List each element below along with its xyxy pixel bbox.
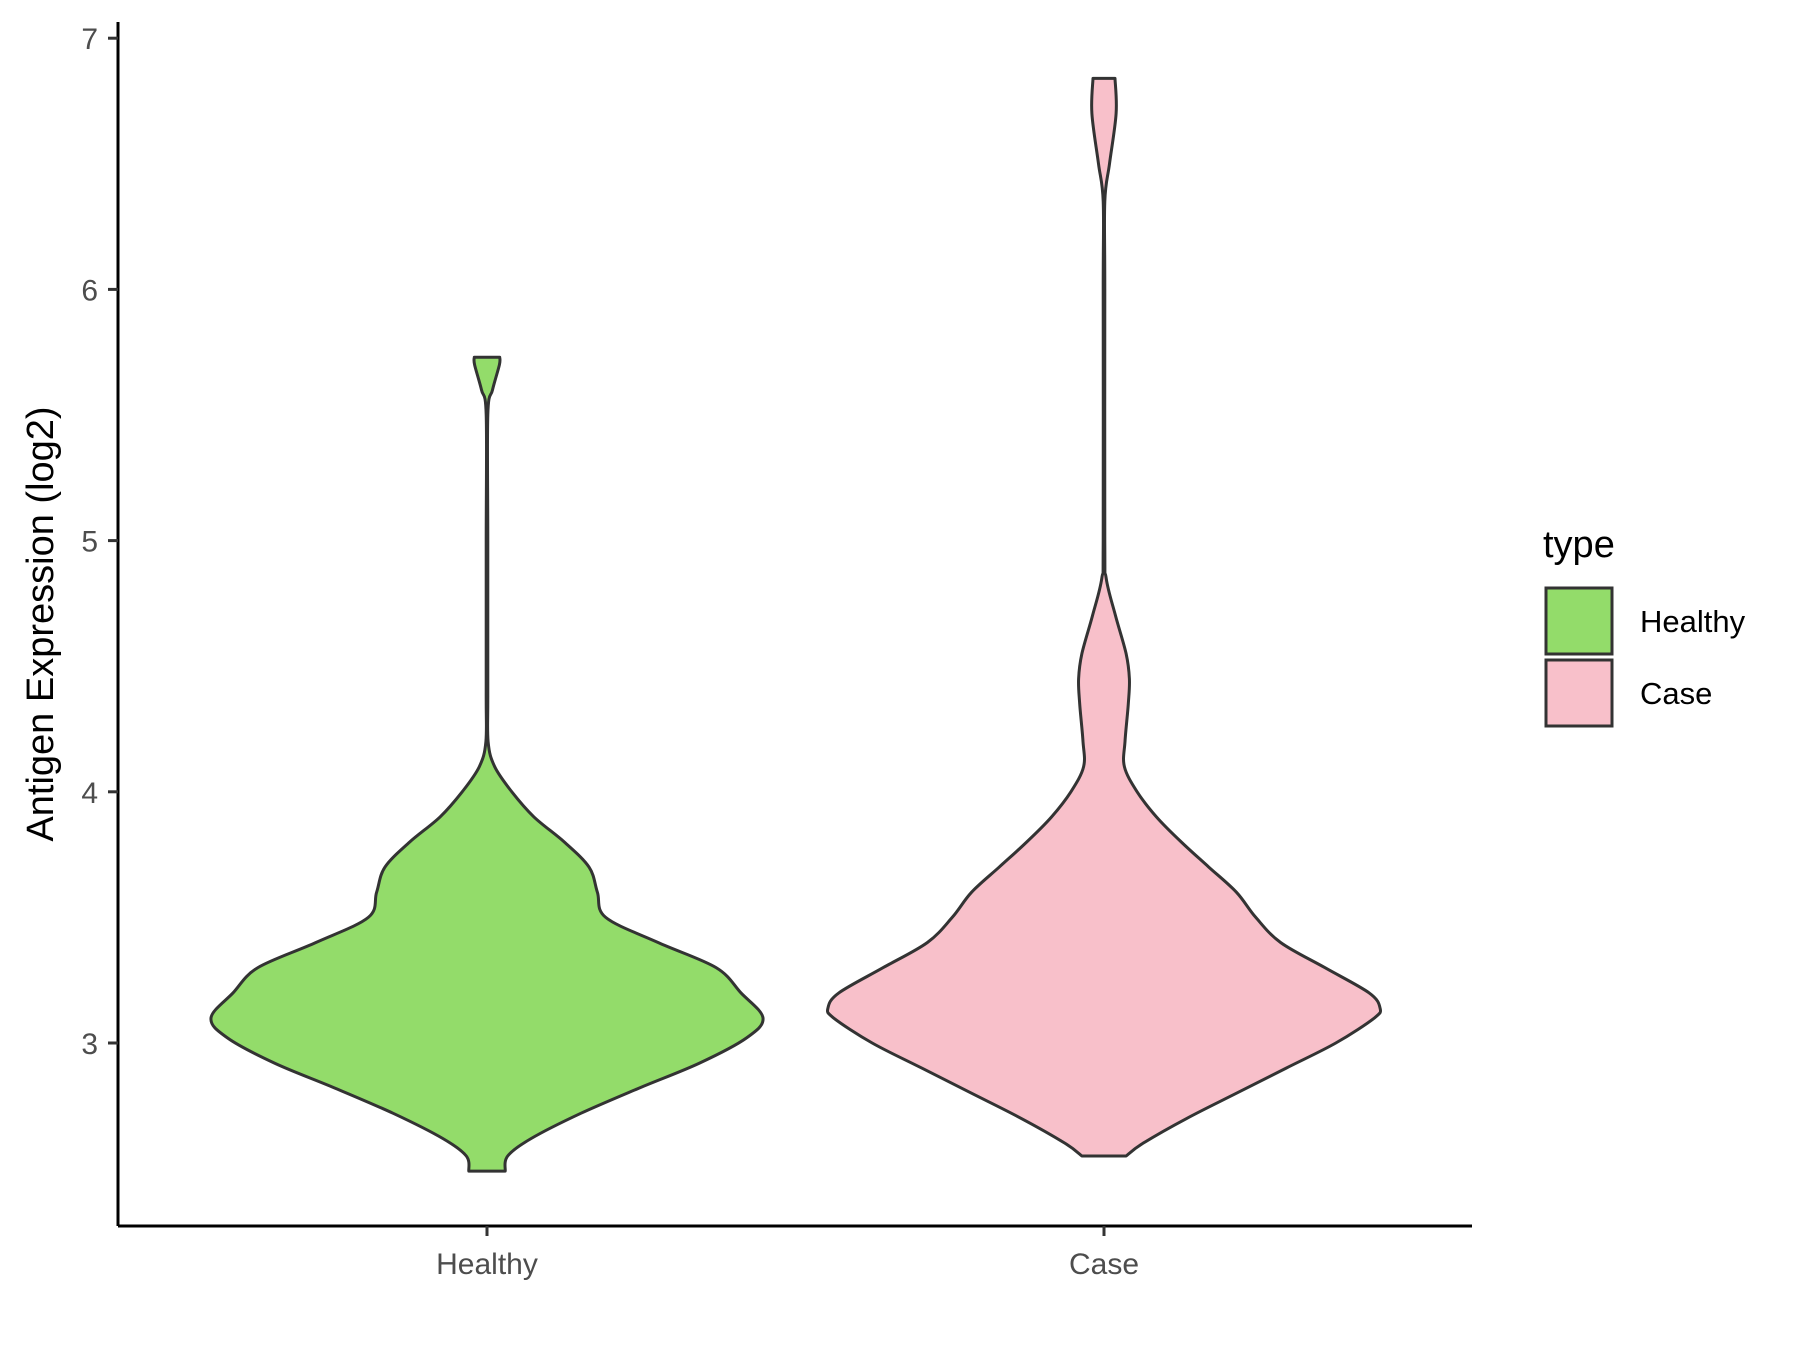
x-tick-label: Healthy — [436, 1248, 538, 1281]
violin-healthy — [209, 355, 765, 1173]
legend-label-healthy: Healthy — [1640, 604, 1746, 639]
x-axis-ticks: Healthy Case — [436, 1226, 1139, 1281]
plot-area — [209, 76, 1383, 1173]
legend-swatch-case — [1544, 658, 1614, 728]
x-tick-label: Case — [1069, 1248, 1139, 1281]
legend-label-case: Case — [1640, 676, 1712, 711]
legend-title: type — [1543, 524, 1615, 566]
y-axis-ticks: 3 4 5 6 7 — [81, 23, 118, 1061]
legend-swatch-healthy — [1544, 586, 1614, 656]
y-tick-label: 5 — [81, 526, 98, 559]
y-tick-label: 6 — [81, 274, 98, 307]
y-axis-title: Antigen Expression (log2) — [20, 406, 62, 841]
legend: type Healthy Case — [1543, 524, 1746, 728]
violin-case — [825, 76, 1383, 1158]
y-tick-label: 7 — [81, 23, 98, 56]
y-tick-label: 3 — [81, 1028, 98, 1061]
y-tick-label: 4 — [81, 777, 98, 810]
